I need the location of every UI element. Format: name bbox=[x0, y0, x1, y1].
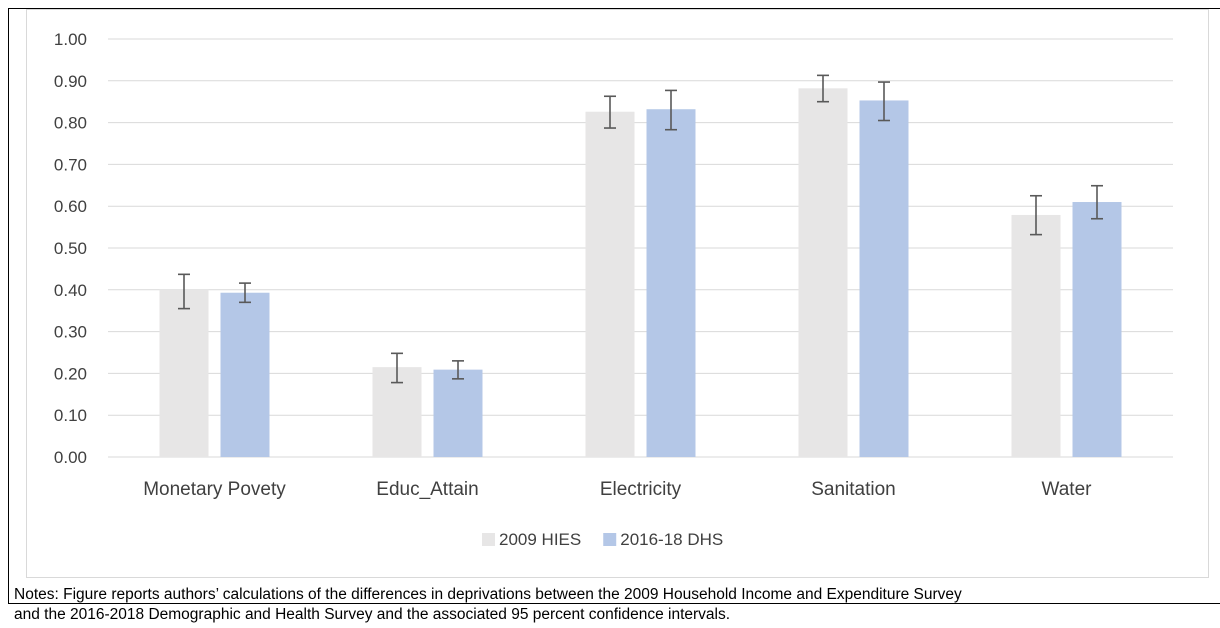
y-tick-label: 1.00 bbox=[54, 30, 87, 49]
y-tick-label: 0.10 bbox=[54, 406, 87, 425]
x-category-label: Educ_Attain bbox=[376, 479, 478, 500]
y-tick-label: 0.00 bbox=[54, 448, 87, 467]
gridlines bbox=[108, 38, 1173, 458]
frame-left-border bbox=[8, 8, 9, 603]
x-category-label: Sanitation bbox=[811, 479, 896, 500]
bar-2009-hies bbox=[159, 289, 209, 457]
y-tick-label: 0.30 bbox=[54, 323, 87, 342]
error-bar bbox=[665, 89, 677, 131]
error-bar bbox=[878, 81, 890, 122]
bar-2009-hies bbox=[585, 111, 635, 458]
bar-2016-18-dhs bbox=[646, 109, 696, 457]
x-axis-categories: Monetary Povety Educ_Attain Electricity San… bbox=[143, 479, 1092, 500]
y-tick-label: 0.60 bbox=[54, 197, 87, 216]
bar-2016-18-dhs bbox=[220, 292, 270, 457]
x-category-label: Monetary Povety bbox=[143, 479, 286, 500]
x-category-label: Electricity bbox=[600, 479, 682, 500]
bar-2016-18-dhs bbox=[859, 100, 909, 458]
bar-2016-18-dhs bbox=[433, 369, 483, 457]
notes-line-2: and the 2016-2018 Demographic and Health… bbox=[14, 606, 731, 623]
frame-bottom-border bbox=[8, 603, 1220, 604]
error-bars bbox=[178, 74, 1103, 384]
bar-2016-18-dhs bbox=[1072, 202, 1122, 457]
y-tick-label: 0.70 bbox=[54, 155, 87, 174]
error-bar bbox=[817, 74, 829, 103]
y-axis-ticks: 0.00 0.10 0.20 0.30 0.40 0.50 0.60 0.70 0.80 0.90… bbox=[54, 30, 87, 467]
legend-label: 2016-18 DHS bbox=[620, 530, 723, 549]
legend-swatch bbox=[603, 533, 617, 546]
y-tick-label: 0.50 bbox=[54, 239, 87, 258]
error-bar bbox=[239, 282, 251, 304]
error-bar bbox=[1091, 184, 1103, 220]
chart-area-border bbox=[26, 9, 1209, 578]
y-tick-label: 0.40 bbox=[54, 281, 87, 300]
frame-top-border bbox=[8, 8, 1220, 9]
bar-2009-hies bbox=[1011, 214, 1061, 457]
x-category-label: Water bbox=[1042, 479, 1093, 500]
bar-2009-hies bbox=[798, 88, 848, 457]
y-tick-label: 0.20 bbox=[54, 364, 87, 383]
error-bar bbox=[1030, 194, 1042, 236]
error-bar bbox=[391, 352, 403, 384]
bar-chart: 0.00 0.10 0.20 0.30 0.40 0.50 0.60 0.70 0.80 0.90… bbox=[54, 30, 1173, 549]
y-tick-label: 0.90 bbox=[54, 72, 87, 91]
figure-notes: Notes: Figure reports authors’ calculati… bbox=[14, 585, 1214, 625]
notes-line-1: Notes: Figure reports authors’ calculati… bbox=[14, 586, 962, 603]
error-bar bbox=[604, 95, 616, 129]
error-bar bbox=[452, 360, 464, 380]
y-tick-label: 0.80 bbox=[54, 114, 87, 133]
bars bbox=[159, 88, 1122, 458]
legend: 2009 HIES 2016-18 DHS bbox=[482, 530, 723, 549]
error-bar bbox=[178, 273, 190, 310]
legend-label: 2009 HIES bbox=[499, 530, 581, 549]
legend-swatch bbox=[482, 533, 495, 546]
